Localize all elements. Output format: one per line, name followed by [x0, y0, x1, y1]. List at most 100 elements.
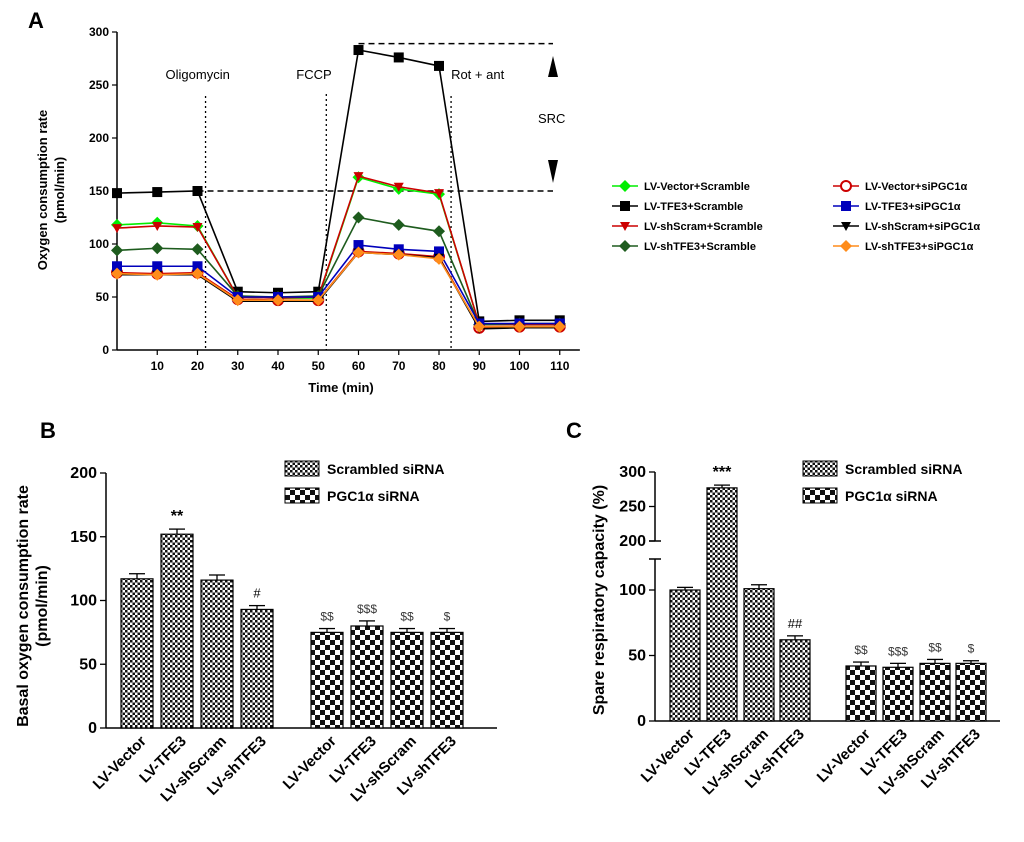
- legend-marker: [840, 180, 852, 192]
- significance-label: $$: [854, 643, 868, 657]
- data-point: [152, 187, 163, 198]
- x-tick-label-a: 20: [191, 359, 205, 373]
- injection-label: FCCP: [296, 67, 331, 82]
- series-line: [116, 251, 560, 328]
- legend-b: Scrambled siRNA PGC1α siRNA: [284, 460, 444, 504]
- y-tick-label: 200: [70, 465, 97, 482]
- data-point: [191, 267, 204, 280]
- legend-marker: [620, 222, 630, 231]
- category-label: LV-Vector: [814, 726, 874, 786]
- data-point: [553, 320, 566, 333]
- data-point: [151, 268, 164, 281]
- bar: [669, 589, 701, 722]
- x-tick-label-a: 50: [312, 359, 326, 373]
- legend-label: LV-TFE3+Scramble: [644, 201, 743, 213]
- x-axis-label-a: Time (min): [308, 380, 374, 395]
- data-point: [112, 188, 122, 199]
- y-tick-label: 200: [619, 533, 646, 550]
- bar: [919, 662, 951, 722]
- legend-label: LV-TFE3+siPGC1α: [865, 201, 961, 213]
- bar: [706, 487, 738, 722]
- series-line: [116, 176, 560, 326]
- data-point: [152, 221, 163, 231]
- y-tick-label-a: 300: [89, 25, 109, 39]
- category-label: LV-Vector: [90, 733, 150, 793]
- data-point: [191, 243, 204, 256]
- data-point: [473, 320, 486, 333]
- data-point: [231, 294, 244, 307]
- bar: [845, 665, 877, 722]
- series-line: [116, 49, 560, 323]
- legend-label: LV-shScram+siPGC1α: [865, 221, 980, 233]
- legend-a: LV-Vector+Scramble LV-TFE3+Scramble LV-shS…: [612, 180, 980, 253]
- bar: [743, 588, 775, 722]
- data-point: [513, 320, 526, 333]
- legend-swatch: [802, 487, 838, 504]
- data-point: [111, 244, 123, 257]
- y-tick-label: 0: [88, 720, 97, 737]
- legend-label: PGC1α siRNA: [327, 488, 420, 504]
- data-point: [312, 294, 325, 307]
- legend-marker: [840, 240, 852, 252]
- data-point: [393, 182, 404, 192]
- src-label: SRC: [538, 111, 565, 126]
- legend-marker: [619, 180, 631, 192]
- panel-c-bar-chart: C Spare respiratory capacity (%) 0 50 100 2…: [566, 418, 1000, 798]
- bar: [430, 631, 464, 729]
- bar: [390, 631, 424, 729]
- y-tick-label: 150: [70, 529, 97, 546]
- significance-label: $$: [320, 610, 334, 624]
- y-tick-label-a: 50: [96, 290, 110, 304]
- data-point: [112, 224, 122, 234]
- legend-marker: [841, 222, 851, 231]
- data-point: [433, 225, 445, 238]
- y-axis-label-c: Spare respiratory capacity (%): [591, 485, 608, 715]
- y-tick-label-a: 150: [89, 184, 109, 198]
- data-point: [434, 246, 444, 257]
- y-axis-label-b-line2: (pmol/min): [34, 565, 51, 647]
- data-point: [112, 261, 122, 272]
- legend-label: LV-shTFE3+Scramble: [644, 241, 756, 253]
- legend-marker: [619, 240, 631, 252]
- y-tick-label: 250: [619, 499, 646, 516]
- data-point: [393, 52, 404, 63]
- data-point: [352, 211, 365, 224]
- data-point: [192, 261, 203, 272]
- injection-label: Oligomycin: [166, 67, 230, 82]
- bar: [240, 608, 274, 729]
- bar: [955, 662, 987, 722]
- legend-label: Scrambled siRNA: [327, 461, 444, 477]
- data-point: [434, 60, 444, 71]
- legend-swatch: [284, 460, 320, 477]
- significance-label: $$$: [888, 644, 908, 658]
- significance-label: $$: [928, 640, 942, 654]
- bar: [882, 666, 914, 722]
- bar: [350, 625, 384, 729]
- legend-label: LV-shScram+Scramble: [644, 221, 763, 233]
- category-label: LV-Vector: [280, 733, 340, 793]
- legend-c: Scrambled siRNA PGC1α siRNA: [802, 460, 962, 504]
- data-point: [353, 240, 364, 251]
- category-label: LV-Vector: [638, 726, 698, 786]
- y-axis-label-a-line2: (pmol/min): [52, 157, 67, 223]
- significance-label: #: [253, 586, 261, 601]
- data-point: [392, 248, 405, 261]
- data-point: [392, 218, 405, 231]
- series-line: [117, 251, 560, 330]
- significance-label: $$: [400, 610, 414, 624]
- series-line: [116, 175, 560, 326]
- bar: [310, 631, 344, 729]
- data-point: [111, 267, 123, 280]
- data-point: [353, 45, 364, 56]
- legend-label: LV-Vector+Scramble: [644, 181, 750, 193]
- data-point: [353, 172, 364, 182]
- legend-swatch: [284, 487, 320, 504]
- bar: [120, 578, 154, 729]
- y-tick-label-a: 0: [102, 343, 109, 357]
- data-point: [192, 223, 203, 233]
- x-tick-label-a: 60: [352, 359, 366, 373]
- significance-label: $: [444, 610, 451, 624]
- legend-swatch: [802, 460, 838, 477]
- y-tick-label: 0: [637, 713, 646, 730]
- x-tick-label-a: 30: [231, 359, 245, 373]
